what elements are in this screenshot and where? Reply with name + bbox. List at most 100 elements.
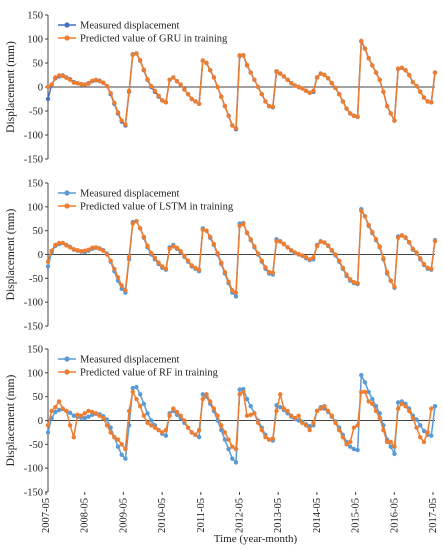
- x-tick-label: 2015-05: [351, 498, 362, 533]
- data-point: [296, 84, 301, 90]
- data-point: [388, 439, 393, 445]
- data-point: [67, 245, 73, 250]
- data-point: [414, 250, 419, 255]
- data-point: [134, 396, 139, 402]
- data-point: [289, 248, 294, 253]
- data-point: [348, 277, 353, 282]
- data-point: [370, 229, 375, 235]
- data-point: [115, 437, 121, 442]
- data-point: [67, 77, 73, 83]
- y-tick-label: -100: [24, 131, 43, 142]
- data-point: [71, 80, 77, 85]
- y-tick-label: 150: [27, 179, 43, 190]
- data-point: [163, 266, 169, 271]
- data-point: [82, 415, 88, 421]
- data-point: [274, 408, 279, 414]
- x-tick-label: 2011-05: [196, 498, 207, 533]
- data-point: [384, 104, 390, 109]
- data-point: [322, 72, 327, 78]
- data-point: [64, 408, 69, 414]
- data-point: [226, 113, 231, 119]
- data-point: [259, 258, 264, 263]
- data-point: [167, 77, 172, 83]
- y-tick-label: 100: [27, 35, 43, 46]
- data-point: [314, 243, 320, 249]
- data-point: [370, 63, 375, 68]
- data-point: [126, 88, 132, 94]
- data-point: [407, 72, 412, 78]
- data-point: [141, 413, 147, 418]
- data-point: [56, 399, 62, 404]
- data-point: [45, 423, 51, 428]
- data-point: [377, 415, 382, 421]
- data-point: [388, 111, 393, 116]
- data-point: [244, 230, 250, 235]
- data-point: [71, 247, 77, 252]
- data-point: [182, 87, 187, 92]
- data-point: [215, 250, 220, 256]
- data-point: [421, 95, 427, 100]
- data-point: [78, 248, 84, 254]
- data-point: [230, 456, 235, 461]
- data-point: [90, 245, 95, 251]
- y-tick-label: 100: [27, 368, 43, 379]
- data-point: [252, 77, 257, 83]
- data-point: [248, 237, 253, 242]
- data-point: [130, 389, 135, 395]
- x-tick-label: 2012-05: [235, 498, 246, 533]
- y-tick-label: 150: [27, 345, 43, 356]
- data-point: [274, 238, 279, 244]
- data-point: [359, 389, 364, 395]
- data-point: [348, 111, 353, 116]
- y-tick-label: 50: [33, 392, 44, 403]
- data-point: [270, 104, 276, 109]
- data-point: [425, 265, 430, 271]
- data-point: [112, 100, 117, 106]
- data-point: [266, 437, 272, 442]
- data-point: [90, 409, 95, 415]
- data-point: [285, 245, 290, 250]
- data-point: [336, 258, 342, 263]
- data-point: [119, 118, 124, 123]
- x-tick-label: 2013-05: [273, 498, 284, 533]
- data-point: [90, 78, 95, 83]
- y-tick-label: 0: [38, 416, 43, 427]
- data-point: [193, 265, 198, 271]
- y-tick-label: 50: [33, 59, 44, 70]
- y-tick-label: -150: [24, 322, 43, 333]
- data-point: [189, 263, 194, 268]
- data-point: [93, 411, 99, 416]
- data-point: [351, 279, 357, 285]
- data-point: [281, 241, 287, 247]
- data-point: [274, 68, 279, 74]
- data-point: [101, 248, 106, 253]
- data-point: [322, 240, 327, 245]
- data-point: [211, 75, 217, 80]
- data-point: [266, 269, 272, 275]
- data-point: [230, 288, 235, 293]
- data-point: [93, 245, 99, 250]
- data-point: [285, 77, 290, 83]
- y-tick-label: -50: [29, 107, 43, 118]
- data-point: [86, 414, 91, 419]
- data-point: [259, 427, 264, 433]
- data-point: [82, 248, 88, 253]
- data-point: [336, 92, 342, 97]
- data-point: [152, 255, 158, 261]
- data-point: [160, 264, 165, 269]
- data-point: [399, 401, 405, 407]
- data-point: [189, 96, 194, 102]
- data-point: [432, 70, 438, 75]
- data-point: [373, 408, 379, 414]
- data-point: [64, 243, 69, 248]
- data-point: [255, 420, 261, 426]
- data-point: [392, 444, 397, 449]
- data-point: [230, 123, 235, 128]
- data-point: [149, 250, 154, 256]
- data-point: [171, 244, 176, 249]
- data-point: [145, 243, 150, 249]
- data-point: [248, 412, 253, 417]
- data-point: [244, 62, 250, 68]
- x-tick-label: 2016-05: [389, 498, 400, 533]
- data-point: [281, 406, 287, 411]
